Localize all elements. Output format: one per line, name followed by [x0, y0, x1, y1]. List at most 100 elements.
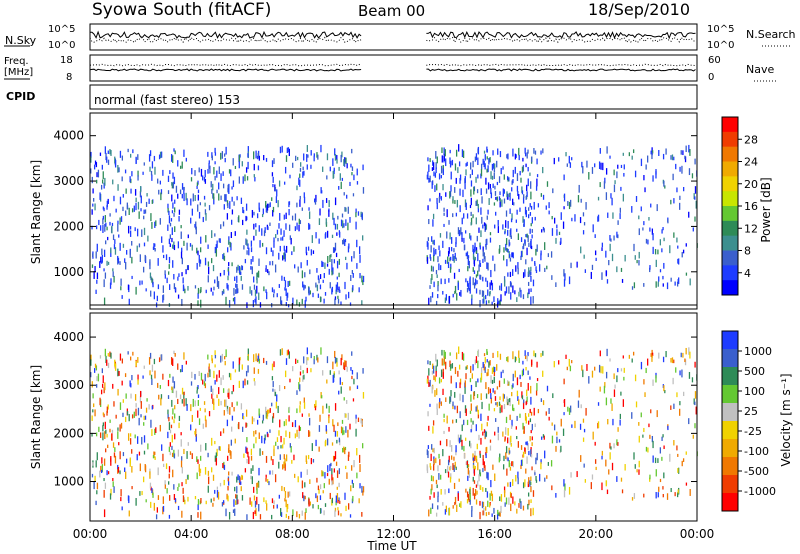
station-title: Syowa South (fitACF)	[92, 0, 271, 20]
power-cell	[171, 244, 174, 249]
power-cell	[253, 223, 255, 230]
power-cell	[315, 194, 317, 202]
power-cell	[157, 284, 160, 290]
velocity-cell	[449, 360, 451, 368]
power-cell	[272, 176, 274, 183]
power-cell	[669, 245, 671, 254]
power-cell	[490, 188, 492, 195]
power-cell	[299, 220, 302, 225]
power-cell	[530, 288, 532, 293]
velocity-cell	[448, 488, 450, 494]
velocity-cell	[171, 452, 174, 457]
velocity-cell	[677, 489, 679, 494]
power-cell	[426, 257, 429, 264]
power-cell	[145, 201, 148, 207]
power-cell	[476, 199, 478, 206]
power-cell	[246, 229, 248, 235]
velocity-cell	[283, 454, 285, 460]
power-cell	[546, 181, 549, 187]
velocity-cell	[332, 477, 334, 485]
velocity-cell	[272, 412, 275, 419]
velocity-cell	[292, 509, 294, 517]
velocity-cell	[277, 445, 279, 450]
power-cell	[338, 286, 340, 291]
velocity-cell	[332, 455, 335, 462]
velocity-cell	[427, 411, 429, 417]
velocity-cell	[352, 495, 354, 502]
power-cell	[477, 174, 479, 179]
velocity-cell	[246, 447, 248, 454]
power-cell	[463, 237, 465, 244]
power-cell	[167, 190, 170, 195]
power-cell	[298, 302, 301, 307]
velocity-cell	[127, 351, 129, 355]
velocity-cell	[273, 500, 275, 505]
velocity-cell	[483, 364, 485, 371]
power-cell	[470, 180, 473, 187]
power-cell	[120, 286, 122, 291]
velocity-cell	[140, 414, 142, 418]
velocity-cell	[141, 436, 143, 445]
power-cell	[157, 178, 159, 184]
power-cell	[433, 171, 435, 177]
power-cell	[287, 280, 289, 288]
power-cell	[270, 247, 272, 252]
power-cell	[446, 231, 448, 239]
cpid-text: normal (fast stereo) 153	[94, 93, 240, 107]
power-cell	[530, 266, 532, 272]
power-cell	[464, 181, 466, 190]
velocity-cell	[102, 375, 104, 384]
velocity-cell	[103, 458, 106, 466]
velocity-cell	[358, 498, 360, 504]
power-cell	[265, 205, 268, 213]
velocity-cell	[522, 360, 524, 365]
power-cell	[222, 289, 225, 293]
velocity-cell	[154, 370, 156, 379]
power-cell	[112, 179, 114, 185]
power-cell	[517, 233, 520, 240]
time-tick-label: 08:00	[275, 527, 310, 541]
power-cell	[313, 153, 315, 157]
velocity-cell	[253, 495, 256, 501]
velocity-cell	[451, 363, 454, 369]
velocity-cell	[212, 474, 215, 481]
velocity-cell	[469, 440, 471, 447]
power-cell	[485, 277, 487, 282]
velocity-cell	[599, 386, 601, 392]
power-cell	[341, 213, 344, 218]
velocity-cell	[512, 351, 514, 360]
velocity-cell	[645, 446, 648, 452]
velocity-cell	[526, 441, 528, 446]
power-cell	[187, 285, 189, 291]
power-cell	[179, 189, 182, 195]
power-colorbar-swatch	[722, 250, 738, 266]
velocity-cell	[450, 375, 452, 384]
power-cell	[473, 255, 475, 260]
velocity-cell	[359, 464, 361, 472]
power-cell	[672, 173, 674, 181]
power-cell	[127, 225, 130, 234]
power-cell	[117, 223, 119, 232]
velocity-cell	[222, 375, 224, 380]
power-cell	[340, 219, 343, 227]
velocity-cell	[98, 426, 100, 432]
power-cell	[616, 231, 618, 238]
power-cell	[271, 160, 274, 168]
velocity-cell	[692, 434, 694, 439]
velocity-cell	[695, 406, 697, 415]
power-cell	[349, 216, 351, 223]
power-cell	[610, 193, 612, 199]
velocity-cell	[104, 431, 106, 439]
velocity-cell	[361, 420, 363, 426]
power-cell	[306, 259, 308, 266]
velocity-cell	[109, 428, 111, 433]
power-cell	[362, 187, 365, 194]
power-cell	[688, 211, 690, 218]
velocity-cell	[101, 464, 104, 472]
velocity-cell	[299, 426, 302, 431]
velocity-cell	[493, 366, 495, 373]
velocity-cell	[96, 376, 98, 382]
velocity-cell	[261, 435, 263, 444]
velocity-cell	[231, 402, 233, 408]
velocity-cell	[137, 357, 139, 363]
